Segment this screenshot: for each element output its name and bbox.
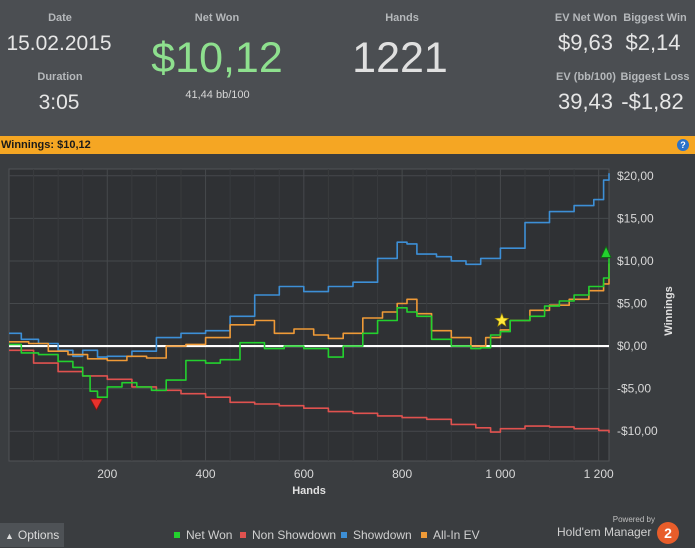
y-tick-label: $0,00 [617, 339, 647, 353]
options-label: Options [17, 528, 60, 542]
date-value: 15.02.2015 [6, 32, 112, 55]
legend-non-showdown[interactable]: Non Showdown [240, 528, 336, 542]
brand-name: Hold'em Manager [557, 525, 652, 539]
winnings-bar-text: Winnings: $10,12 [1, 139, 91, 151]
x-tick-label: 400 [196, 467, 216, 481]
legend-showdown[interactable]: Showdown [341, 528, 412, 542]
y-tick-label: $5,00 [617, 297, 647, 311]
y-tick-label: $15,00 [617, 211, 654, 225]
options-chevron-icon: ▲ [5, 531, 14, 541]
ev-bb100-label: EV (bb/100) [556, 71, 616, 83]
x-tick-label: 200 [97, 467, 117, 481]
ev-net-won-label: EV Net Won [554, 12, 618, 24]
series-line-showdown [9, 173, 610, 358]
duration-label: Duration [37, 71, 83, 83]
brand-logo-icon: 2 [657, 522, 679, 544]
x-axis-ticks: 200 400 600 800 1 000 1 200 [97, 467, 614, 481]
powered-by-label: Powered by [612, 515, 655, 524]
x-axis-label: Hands [292, 485, 326, 497]
y-tick-label: -$10,00 [617, 424, 658, 438]
y-axis-ticks: $20,00 $15,00 $10,00 $5,00 $0,00 -$5,00 -$10,0… [617, 169, 658, 438]
series-line-net-won [9, 258, 610, 398]
series-line-non-showdown [9, 349, 610, 433]
y-tick-label: -$5,00 [617, 382, 651, 396]
series-layer [9, 173, 610, 433]
date-label: Date [48, 12, 72, 24]
biggest-win-value: $2,14 [625, 30, 681, 55]
help-icon[interactable]: ? [677, 139, 689, 151]
plot-background [8, 168, 610, 462]
markers-layer [89, 245, 612, 411]
legend-net-won[interactable]: Net Won [174, 528, 232, 542]
legend-non-showdown-label: Non Showdown [252, 528, 337, 542]
legend-allin-ev[interactable]: All-In EV [421, 528, 480, 542]
y-tick-label: $20,00 [617, 169, 654, 183]
summary-header [0, 0, 695, 136]
y-tick-label: $10,00 [617, 254, 654, 268]
x-tick-label: 800 [392, 467, 412, 481]
hands-label: Hands [385, 12, 419, 24]
x-tick-label: 1 200 [584, 467, 614, 481]
biggest-loss-label: Biggest Loss [620, 71, 690, 83]
final-marker [600, 245, 612, 258]
net-won-label: Net Won [194, 12, 240, 24]
hands-value: 1221 [352, 34, 448, 82]
legend-net-won-label: Net Won [186, 528, 233, 542]
legend-allin-ev-label: All-In EV [433, 528, 480, 542]
ev-bb100-value: 39,43 [557, 89, 614, 114]
biggest-loss-value: -$1,82 [621, 89, 684, 114]
biggest-win-marker [494, 312, 510, 327]
biggest-loss-marker [89, 398, 104, 411]
legend-non-showdown-swatch [240, 532, 246, 538]
legend-allin-ev-swatch [421, 532, 427, 538]
legend-showdown-swatch [341, 532, 347, 538]
ev-net-won-value: $9,63 [557, 30, 614, 55]
winnings-chart: 200 400 600 800 1 000 1 200 $20,00 $15,00 $10,0… [8, 168, 675, 497]
y-axis-label: Winnings [663, 286, 675, 335]
net-won-value: $10,12 [151, 34, 283, 82]
x-tick-label: 600 [294, 467, 314, 481]
legend-net-won-swatch [174, 532, 180, 538]
footer [0, 523, 695, 547]
legend-showdown-label: Showdown [353, 528, 412, 542]
duration-value: 3:05 [38, 91, 80, 114]
bb-per-100: 41,44 bb/100 [185, 89, 250, 101]
options-button[interactable]: ▲ Options [0, 523, 64, 547]
winnings-bar: Winnings: $10,12 ? [0, 136, 695, 154]
biggest-win-label: Biggest Win [623, 12, 687, 24]
x-tick-label: 1 000 [485, 467, 515, 481]
